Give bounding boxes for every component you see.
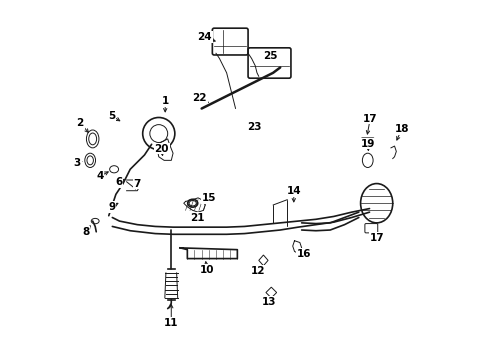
Text: 1: 1 [161, 96, 168, 107]
Text: 22: 22 [192, 93, 207, 103]
Text: 11: 11 [163, 318, 178, 328]
Text: 16: 16 [297, 249, 311, 259]
Text: 15: 15 [202, 193, 216, 203]
Text: 9: 9 [108, 202, 115, 212]
Text: 18: 18 [394, 124, 408, 134]
Text: 12: 12 [250, 266, 265, 276]
Text: 13: 13 [261, 297, 276, 307]
Text: 3: 3 [74, 158, 81, 168]
Text: 20: 20 [154, 144, 168, 154]
Text: 17: 17 [369, 233, 384, 243]
Text: 2: 2 [77, 118, 83, 128]
Text: 17: 17 [362, 113, 377, 123]
Text: 4: 4 [96, 171, 103, 181]
Text: 23: 23 [247, 122, 261, 132]
Text: 8: 8 [82, 227, 89, 237]
Text: 21: 21 [190, 212, 204, 222]
Text: 24: 24 [197, 32, 211, 42]
Text: 25: 25 [263, 51, 277, 61]
Text: 10: 10 [199, 265, 214, 275]
Text: 5: 5 [108, 111, 115, 121]
Text: 6: 6 [115, 177, 122, 187]
Text: 7: 7 [133, 179, 141, 189]
Text: 14: 14 [286, 186, 301, 197]
Text: 19: 19 [360, 139, 374, 149]
